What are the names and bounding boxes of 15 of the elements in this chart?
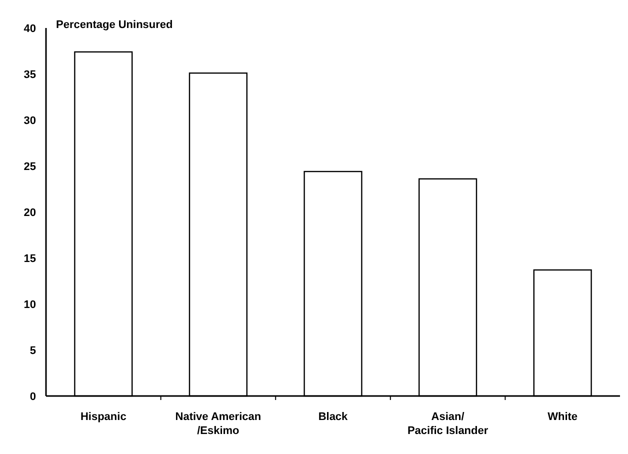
y-tick-label: 25 — [24, 160, 36, 173]
y-tick-label: 10 — [24, 298, 36, 311]
y-tick-label: 40 — [24, 22, 36, 35]
y-tick-label: 30 — [24, 114, 36, 127]
x-tick-label: Hispanic — [80, 411, 126, 423]
x-tick-label: Black — [318, 411, 349, 423]
x-tick-label: Asian/ Pacific Islander — [407, 411, 489, 437]
y-tick-label: 0 — [30, 390, 36, 403]
y-axis-title: Percentage Uninsured — [56, 19, 173, 31]
y-tick-label: 20 — [24, 206, 36, 219]
y-tick-label: 35 — [24, 68, 36, 81]
y-tick-label: 15 — [24, 252, 36, 265]
y-tick-label: 5 — [30, 344, 36, 357]
x-tick-label: Native American /Eskimo — [175, 411, 262, 437]
x-tick-label: White — [548, 411, 578, 423]
